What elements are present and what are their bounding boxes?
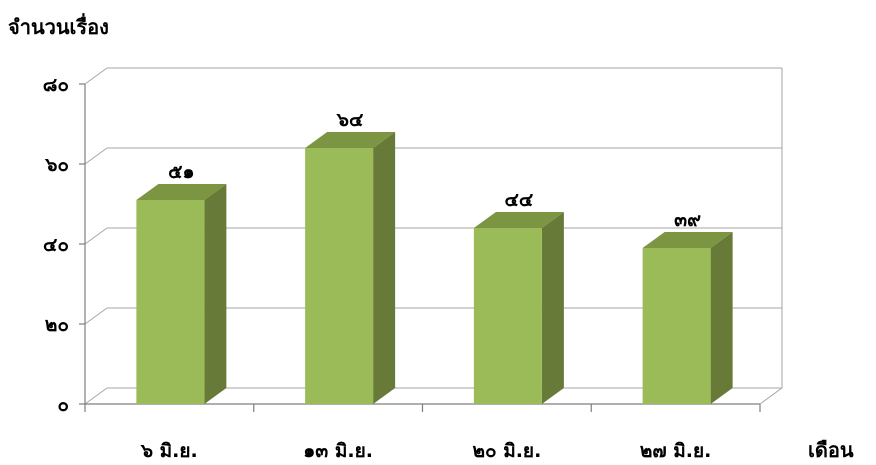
gridline-diagonal — [84, 227, 108, 245]
y-tick-label: ๖๐ — [44, 154, 69, 176]
y-tick-label: ๘๐ — [43, 74, 69, 96]
bar-side — [541, 212, 564, 404]
gridline-diagonal — [84, 147, 108, 165]
x-axis-title: เดือน — [808, 438, 854, 462]
bar-top — [136, 184, 227, 200]
gridline-diagonal — [84, 387, 108, 405]
gridline-diagonal — [84, 67, 108, 85]
bar-side — [710, 232, 733, 404]
bar — [305, 148, 374, 404]
x-tick-label: ๒๐ มิ.ย. — [472, 440, 541, 462]
bar-side — [204, 184, 227, 404]
y-axis-title: จำนวนเรื่อง — [8, 12, 109, 39]
x-tick-label: ๖ มิ.ย. — [140, 440, 198, 462]
data-label: ๖๔ — [336, 109, 363, 131]
bar-side — [373, 132, 396, 404]
floor-edge — [759, 387, 783, 405]
x-tick-label: ๑๓ มิ.ย. — [303, 440, 373, 462]
bar — [642, 248, 711, 404]
data-label: ๔๔ — [504, 189, 533, 211]
y-tick-label: ๐ — [57, 394, 69, 416]
bar-top — [642, 232, 733, 248]
data-label: ๓๙ — [674, 209, 701, 231]
bar — [136, 200, 205, 404]
gridline-diagonal — [84, 307, 108, 325]
bar-top — [473, 212, 564, 228]
bar-top — [305, 132, 396, 148]
x-tick-label: ๒๗ มิ.ย. — [640, 440, 712, 462]
y-tick-label: ๒๐ — [45, 314, 69, 336]
data-label: ๕๑ — [168, 161, 194, 183]
y-tick-label: ๔๐ — [43, 234, 69, 256]
bar — [473, 228, 542, 404]
